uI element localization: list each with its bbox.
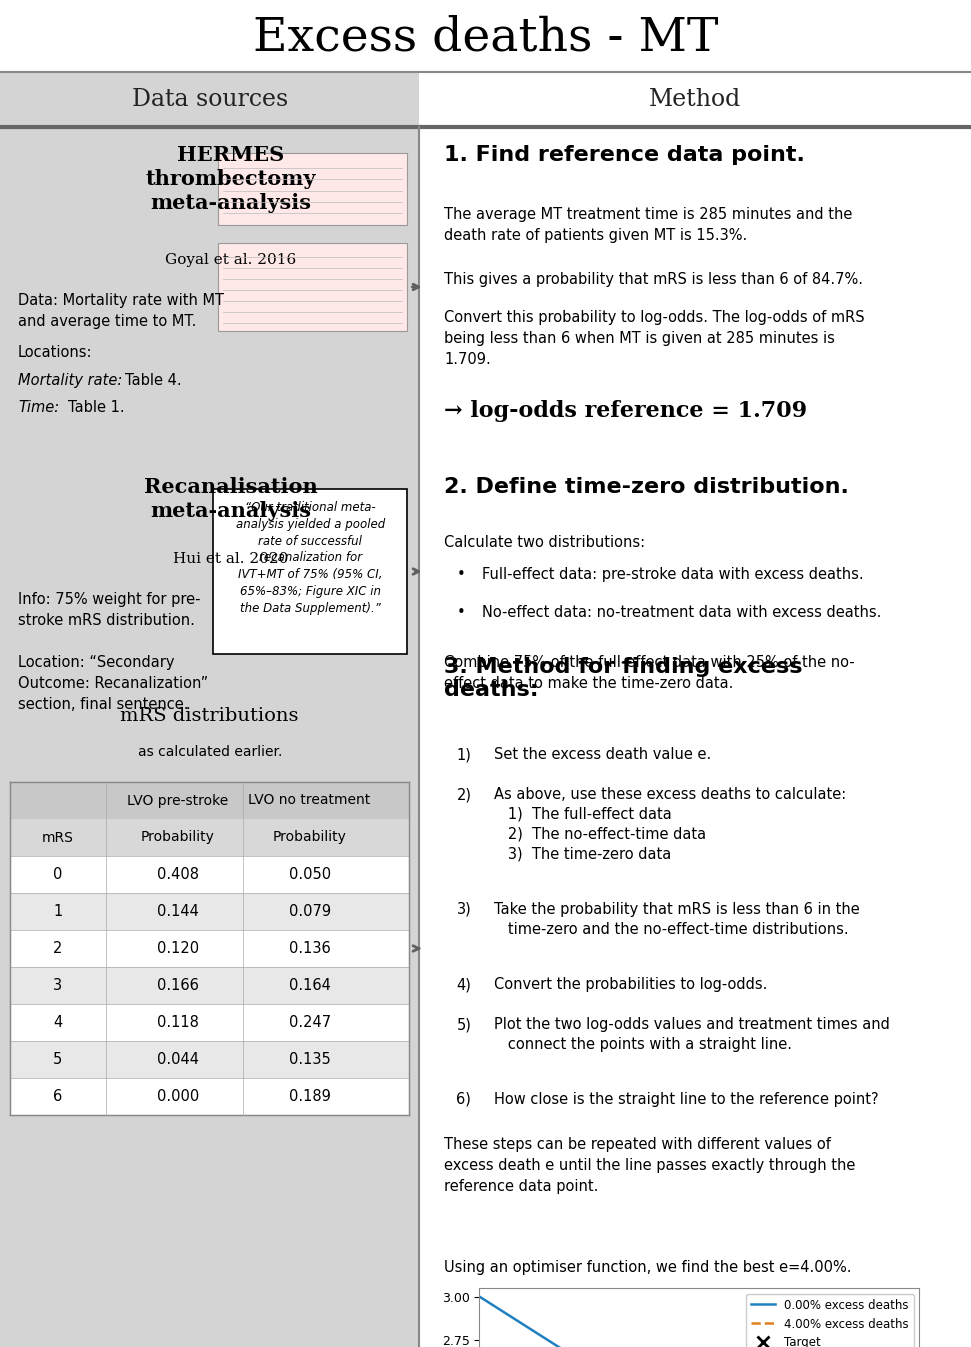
Text: 0.135: 0.135 bbox=[288, 1052, 330, 1067]
Text: 2. Define time-zero distribution.: 2. Define time-zero distribution. bbox=[445, 477, 850, 497]
Text: Method: Method bbox=[649, 88, 742, 110]
Text: Convert the probabilities to log-odds.: Convert the probabilities to log-odds. bbox=[494, 977, 768, 991]
Text: → log-odds reference = 1.709: → log-odds reference = 1.709 bbox=[445, 400, 808, 422]
Text: 0.079: 0.079 bbox=[288, 904, 331, 919]
Text: These steps can be repeated with different values of
excess death e until the li: These steps can be repeated with differe… bbox=[445, 1137, 855, 1193]
Text: Convert this probability to log-odds. The log-odds of mRS
being less than 6 when: Convert this probability to log-odds. Th… bbox=[445, 310, 865, 366]
Text: Mortality rate:: Mortality rate: bbox=[18, 373, 122, 388]
Text: 0.408: 0.408 bbox=[156, 867, 199, 882]
Text: This gives a probability that mRS is less than 6 of 84.7%.: This gives a probability that mRS is les… bbox=[445, 272, 863, 287]
Text: Location: “Secondary
Outcome: Recanalization”
section, final sentence.: Location: “Secondary Outcome: Recanaliza… bbox=[18, 655, 208, 713]
Text: Time:: Time: bbox=[18, 400, 59, 415]
Text: 0: 0 bbox=[53, 867, 62, 882]
Text: The average MT treatment time is 285 minutes and the
death rate of patients give: The average MT treatment time is 285 min… bbox=[445, 207, 853, 242]
Bar bbox=[0, 127, 419, 1347]
Text: Hui et al. 2020: Hui et al. 2020 bbox=[173, 552, 288, 566]
Text: Set the excess death value e.: Set the excess death value e. bbox=[494, 748, 712, 762]
Text: •: • bbox=[456, 567, 465, 582]
Text: As above, use these excess deaths to calculate:
   1)  The full-effect data
   2: As above, use these excess deaths to cal… bbox=[494, 787, 847, 861]
Text: LVO pre-stroke: LVO pre-stroke bbox=[127, 793, 228, 807]
Text: 3. Method for finding excess
deaths:: 3. Method for finding excess deaths: bbox=[445, 657, 803, 700]
Text: Calculate two distributions:: Calculate two distributions: bbox=[445, 535, 646, 550]
Text: Probability: Probability bbox=[141, 831, 215, 845]
Text: 6: 6 bbox=[53, 1088, 62, 1105]
Text: 4: 4 bbox=[53, 1016, 62, 1030]
Text: Goyal et al. 2016: Goyal et al. 2016 bbox=[165, 253, 296, 267]
Text: 3: 3 bbox=[53, 978, 62, 993]
Text: No-effect data: no-treatment data with excess deaths.: No-effect data: no-treatment data with e… bbox=[483, 605, 882, 620]
Legend: 0.00% excess deaths, 4.00% excess deaths, Target: 0.00% excess deaths, 4.00% excess deaths… bbox=[747, 1294, 914, 1347]
Text: Data sources: Data sources bbox=[132, 88, 287, 110]
Text: 0.120: 0.120 bbox=[156, 942, 199, 956]
Text: 2: 2 bbox=[53, 942, 62, 956]
Text: Combine 75% of the full-effect data with 25% of the no-
effect data to make the : Combine 75% of the full-effect data with… bbox=[445, 655, 855, 691]
Text: Recanalisation
meta-analysis: Recanalisation meta-analysis bbox=[144, 477, 318, 521]
Text: Info: 75% weight for pre-
stroke mRS distribution.: Info: 75% weight for pre- stroke mRS dis… bbox=[18, 591, 200, 628]
Text: Plot the two log-odds values and treatment times and
   connect the points with : Plot the two log-odds values and treatme… bbox=[494, 1017, 890, 1052]
Text: 0.136: 0.136 bbox=[288, 942, 330, 956]
Text: Probability: Probability bbox=[273, 831, 347, 845]
Bar bbox=[10, 1041, 410, 1078]
Text: Full-effect data: pre-stroke data with excess deaths.: Full-effect data: pre-stroke data with e… bbox=[483, 567, 864, 582]
Text: mRS distributions: mRS distributions bbox=[120, 707, 299, 725]
Text: 1): 1) bbox=[456, 748, 471, 762]
Text: 1: 1 bbox=[53, 904, 62, 919]
Text: 0.000: 0.000 bbox=[156, 1088, 199, 1105]
Text: 1. Find reference data point.: 1. Find reference data point. bbox=[445, 145, 805, 164]
Bar bbox=[10, 819, 410, 855]
Text: Using an optimiser function, we find the best e=4.00%.: Using an optimiser function, we find the… bbox=[445, 1259, 852, 1276]
Text: 5): 5) bbox=[456, 1017, 471, 1032]
Bar bbox=[10, 783, 410, 1115]
Text: •: • bbox=[456, 605, 465, 620]
Text: 0.164: 0.164 bbox=[288, 978, 330, 993]
Text: 0.118: 0.118 bbox=[157, 1016, 199, 1030]
Bar bbox=[10, 783, 410, 819]
Text: 6): 6) bbox=[456, 1092, 471, 1107]
Bar bbox=[218, 154, 408, 225]
Text: “Our traditional meta-
analysis yielded a pooled
rate of successful
recanalizati: “Our traditional meta- analysis yielded … bbox=[236, 501, 385, 614]
Text: Table 4.: Table 4. bbox=[125, 373, 182, 388]
Text: 5: 5 bbox=[53, 1052, 62, 1067]
Text: 0.166: 0.166 bbox=[157, 978, 199, 993]
Text: Table 1.: Table 1. bbox=[68, 400, 124, 415]
Text: 0.144: 0.144 bbox=[157, 904, 199, 919]
Text: 0.050: 0.050 bbox=[288, 867, 331, 882]
Text: as calculated earlier.: as calculated earlier. bbox=[138, 745, 282, 758]
Bar bbox=[0, 71, 419, 127]
Text: How close is the straight line to the reference point?: How close is the straight line to the re… bbox=[494, 1092, 879, 1107]
Bar bbox=[10, 967, 410, 1004]
Text: Locations:: Locations: bbox=[18, 345, 92, 360]
Text: 2): 2) bbox=[456, 787, 472, 801]
Bar bbox=[218, 242, 408, 331]
Text: HERMES
thrombectomy
meta-analysis: HERMES thrombectomy meta-analysis bbox=[146, 145, 316, 213]
Text: LVO no treatment: LVO no treatment bbox=[249, 793, 371, 807]
Text: Take the probability that mRS is less than 6 in the
   time-zero and the no-effe: Take the probability that mRS is less th… bbox=[494, 902, 860, 936]
Text: 0.189: 0.189 bbox=[288, 1088, 330, 1105]
Text: mRS: mRS bbox=[42, 831, 74, 845]
Text: 0.247: 0.247 bbox=[288, 1016, 331, 1030]
Text: 3): 3) bbox=[456, 902, 471, 917]
Text: 0.044: 0.044 bbox=[156, 1052, 199, 1067]
Text: Excess deaths - MT: Excess deaths - MT bbox=[252, 15, 719, 61]
Text: Data: Mortality rate with MT
and average time to MT.: Data: Mortality rate with MT and average… bbox=[18, 294, 224, 329]
Bar bbox=[213, 489, 408, 655]
Bar bbox=[10, 893, 410, 929]
Text: 4): 4) bbox=[456, 977, 471, 991]
